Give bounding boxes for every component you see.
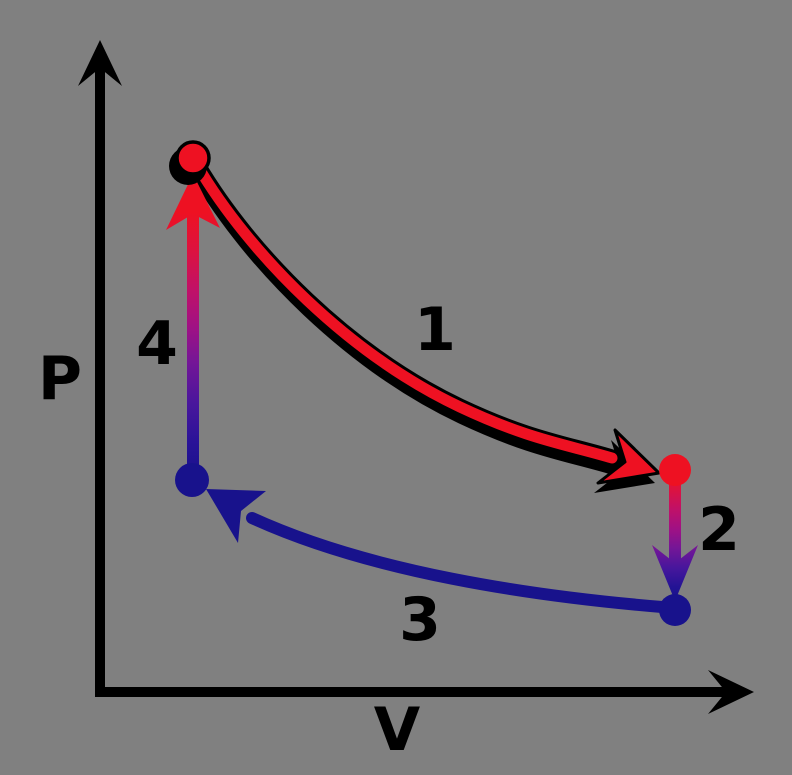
process-2-arrowhead (652, 545, 698, 601)
state-points (169, 140, 691, 626)
process-3-curve (206, 489, 668, 613)
process-1-shadow (191, 166, 622, 475)
process-2-arrow (652, 476, 698, 601)
process-3-label: 3 (399, 585, 441, 655)
process-1-label: 1 (414, 295, 456, 365)
process-3-stroke (246, 512, 668, 613)
process-2-label: 2 (698, 495, 740, 565)
state-point-bottom-right (659, 594, 691, 626)
process-3-arrowhead (206, 489, 266, 543)
x-axis-arrowhead (708, 670, 754, 714)
process-4-shaft (187, 214, 199, 474)
state-point-mid-right (659, 454, 691, 486)
process-1-curve (188, 156, 661, 493)
state-point-mid-left (175, 463, 209, 497)
process-1-arrowhead (596, 428, 661, 485)
y-axis-label: P (38, 344, 82, 414)
axes (78, 40, 754, 714)
state-point-top-left (175, 140, 211, 176)
x-axis-label: V (374, 695, 421, 765)
y-axis-arrowhead (78, 40, 122, 86)
process-4-arrow (166, 174, 220, 474)
process-1-stroke (191, 159, 618, 464)
axis-lines (95, 66, 732, 697)
process-4-arrowhead (166, 174, 220, 230)
process-2-shaft (669, 476, 681, 564)
process-4-label: 4 (136, 309, 178, 379)
process-1-outline (188, 156, 621, 467)
